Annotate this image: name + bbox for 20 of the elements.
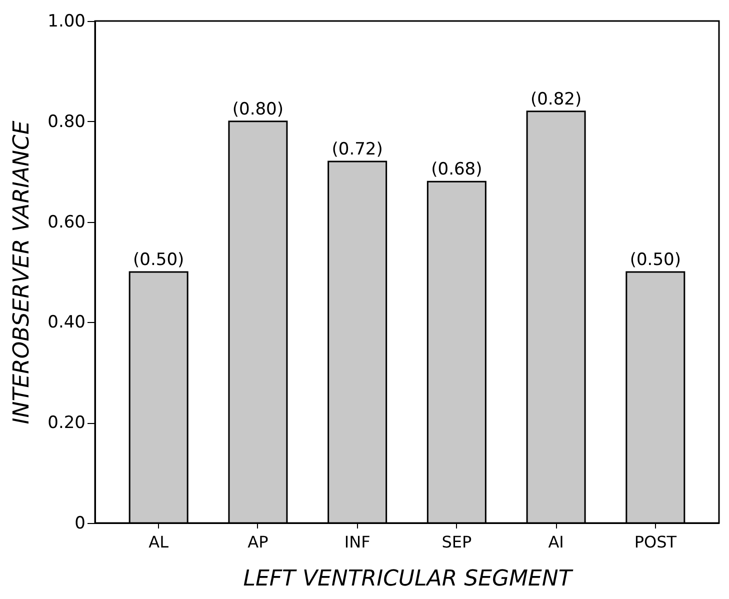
x-tick-label: POST [634,532,677,552]
data-label: (0.50) [630,250,681,270]
y-axis-title: INTEROBSERVER VARIANCE [10,120,35,424]
x-tick-label: INF [344,532,370,552]
y-tick-label: 1.00 [48,12,86,32]
data-label: (0.72) [332,140,383,160]
x-tick-label: AI [548,532,564,552]
x-tick-label: AL [148,532,169,552]
y-tick-label: 0.80 [48,112,86,132]
x-tick-label: AP [248,532,269,552]
y-tick-label: 0.40 [48,312,86,333]
x-axis-title: LEFT VENTRICULAR SEGMENT [243,566,574,592]
data-label: (0.50) [133,250,184,270]
y-tick-label: 0 [74,514,86,534]
y-tick-label: 0.60 [48,212,86,232]
data-label: (0.82) [530,89,582,110]
y-tick-label: 0.20 [48,413,86,434]
data-label: (0.80) [232,99,284,120]
x-tick-label: SEP [442,532,472,552]
data-label: (0.68) [431,160,482,180]
